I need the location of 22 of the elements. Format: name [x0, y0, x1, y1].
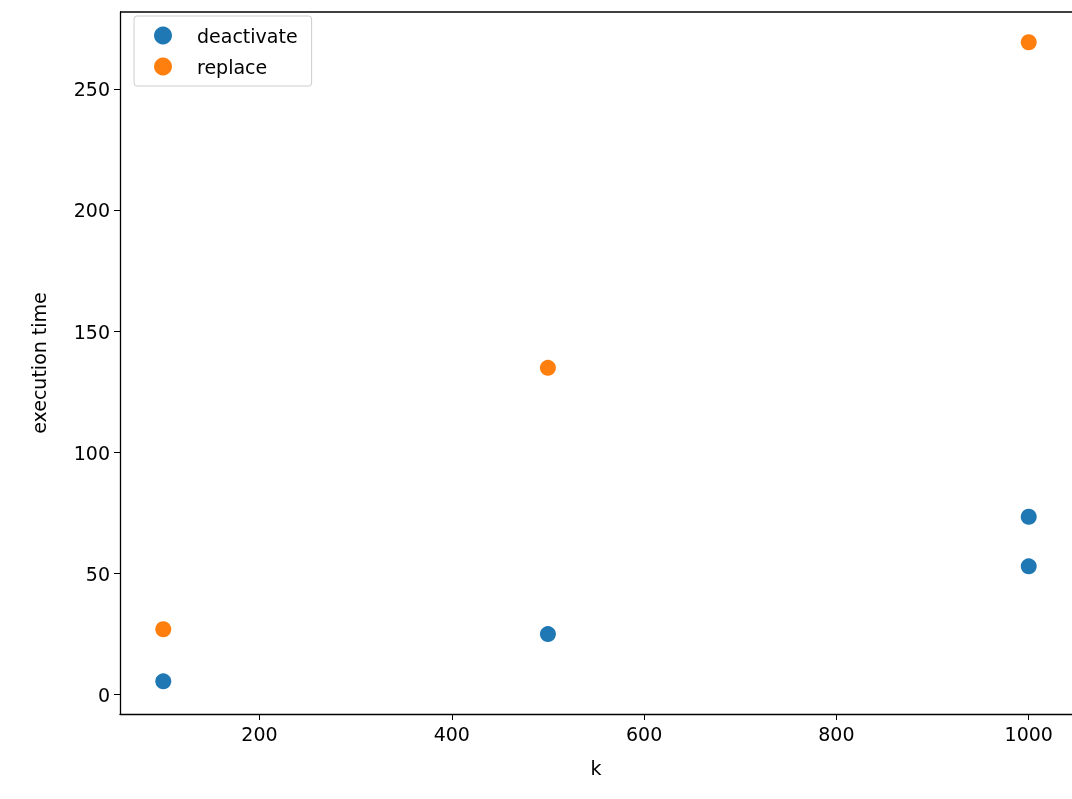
- x-axis-title: k: [590, 756, 602, 779]
- x-tick-label: 600: [625, 722, 663, 745]
- point: [539, 626, 556, 643]
- legend-label: deactivate: [197, 24, 298, 47]
- x-tick-label: 400: [433, 722, 470, 745]
- y-tick-label: 50: [85, 562, 110, 585]
- y-tick-label: 0: [97, 683, 110, 706]
- x-tick-label: 800: [818, 722, 855, 745]
- x-tick-label: 200: [241, 722, 278, 745]
- x-tick-label: 1000: [1004, 722, 1053, 745]
- y-axis-title: execution time: [27, 292, 50, 434]
- y-tick-label: 150: [73, 320, 110, 343]
- y-tick-label: 100: [73, 441, 110, 464]
- point: [155, 673, 172, 690]
- point: [155, 621, 172, 638]
- point: [539, 359, 556, 376]
- legend-label: replace: [197, 55, 268, 78]
- point: [1020, 558, 1037, 575]
- y-tick-label: 250: [73, 78, 110, 101]
- point: [1020, 34, 1037, 51]
- point: [1020, 508, 1037, 525]
- y-tick-label: 200: [73, 199, 110, 222]
